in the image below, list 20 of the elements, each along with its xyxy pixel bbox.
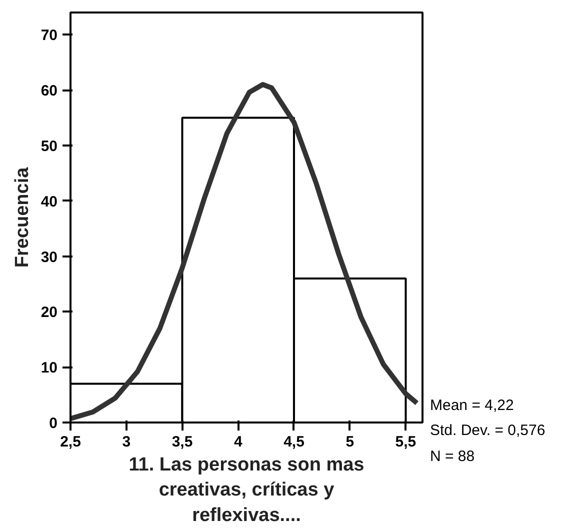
text: Mean = 4,22 [430, 396, 515, 416]
x-tick-label: 4,5 [284, 434, 304, 450]
y-tick-label: 50 [40, 138, 58, 155]
y-tick-label: 20 [40, 304, 58, 322]
y-tick-label: 10 [40, 360, 58, 377]
x-axis-title: 11. Las personas son mas creativas, críticas y reflexivas.... [128, 454, 364, 526]
y-tick-label: 70 [40, 27, 58, 44]
y-tick-label: 60 [40, 82, 58, 100]
x-tick-label: 3,5 [172, 434, 193, 450]
x-tick-label: 5 [346, 434, 354, 450]
x-tick-label: 3 [122, 434, 131, 450]
x-tick-label: 2,5 [60, 434, 81, 450]
y-tick-label: 0 [49, 415, 58, 432]
y-axis-title: Frecuencia [12, 166, 33, 268]
x-tick-label: 4 [234, 434, 243, 450]
y-tick-label: 40 [40, 193, 58, 210]
text: N = 88 [430, 446, 476, 467]
y-tick-label: 30 [40, 248, 58, 266]
x-tick-label: 5,5 [395, 434, 416, 450]
text: Std. Dev. = 0,576 [430, 421, 546, 442]
